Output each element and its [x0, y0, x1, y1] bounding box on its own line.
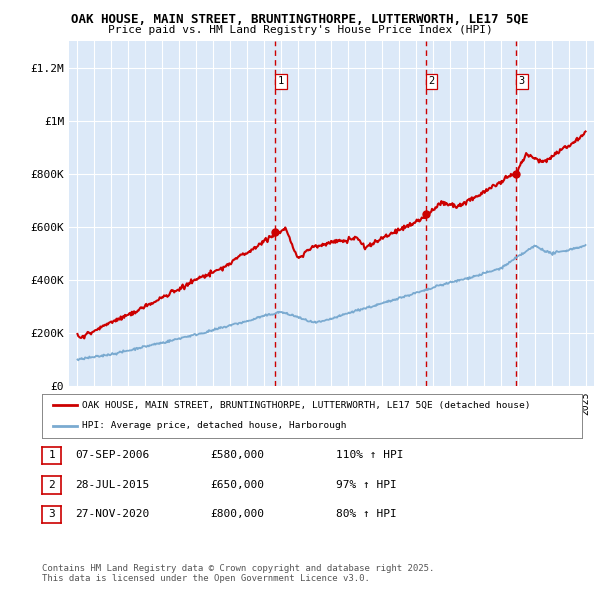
Text: 2: 2	[48, 480, 55, 490]
Text: 110% ↑ HPI: 110% ↑ HPI	[336, 451, 404, 460]
Text: 2: 2	[428, 76, 434, 86]
Text: OAK HOUSE, MAIN STREET, BRUNTINGTHORPE, LUTTERWORTH, LE17 5QE (detached house): OAK HOUSE, MAIN STREET, BRUNTINGTHORPE, …	[83, 401, 531, 410]
Text: Price paid vs. HM Land Registry's House Price Index (HPI): Price paid vs. HM Land Registry's House …	[107, 25, 493, 35]
Text: 27-NOV-2020: 27-NOV-2020	[75, 510, 149, 519]
Text: HPI: Average price, detached house, Harborough: HPI: Average price, detached house, Harb…	[83, 421, 347, 430]
Text: 07-SEP-2006: 07-SEP-2006	[75, 451, 149, 460]
Text: £800,000: £800,000	[210, 510, 264, 519]
Text: 1: 1	[278, 76, 284, 86]
Text: 1: 1	[48, 451, 55, 460]
Text: £650,000: £650,000	[210, 480, 264, 490]
Text: 80% ↑ HPI: 80% ↑ HPI	[336, 510, 397, 519]
Text: 3: 3	[48, 510, 55, 519]
Text: 97% ↑ HPI: 97% ↑ HPI	[336, 480, 397, 490]
Text: OAK HOUSE, MAIN STREET, BRUNTINGTHORPE, LUTTERWORTH, LE17 5QE: OAK HOUSE, MAIN STREET, BRUNTINGTHORPE, …	[71, 13, 529, 26]
Text: 3: 3	[519, 76, 525, 86]
Text: 28-JUL-2015: 28-JUL-2015	[75, 480, 149, 490]
Text: £580,000: £580,000	[210, 451, 264, 460]
Text: Contains HM Land Registry data © Crown copyright and database right 2025.
This d: Contains HM Land Registry data © Crown c…	[42, 563, 434, 583]
